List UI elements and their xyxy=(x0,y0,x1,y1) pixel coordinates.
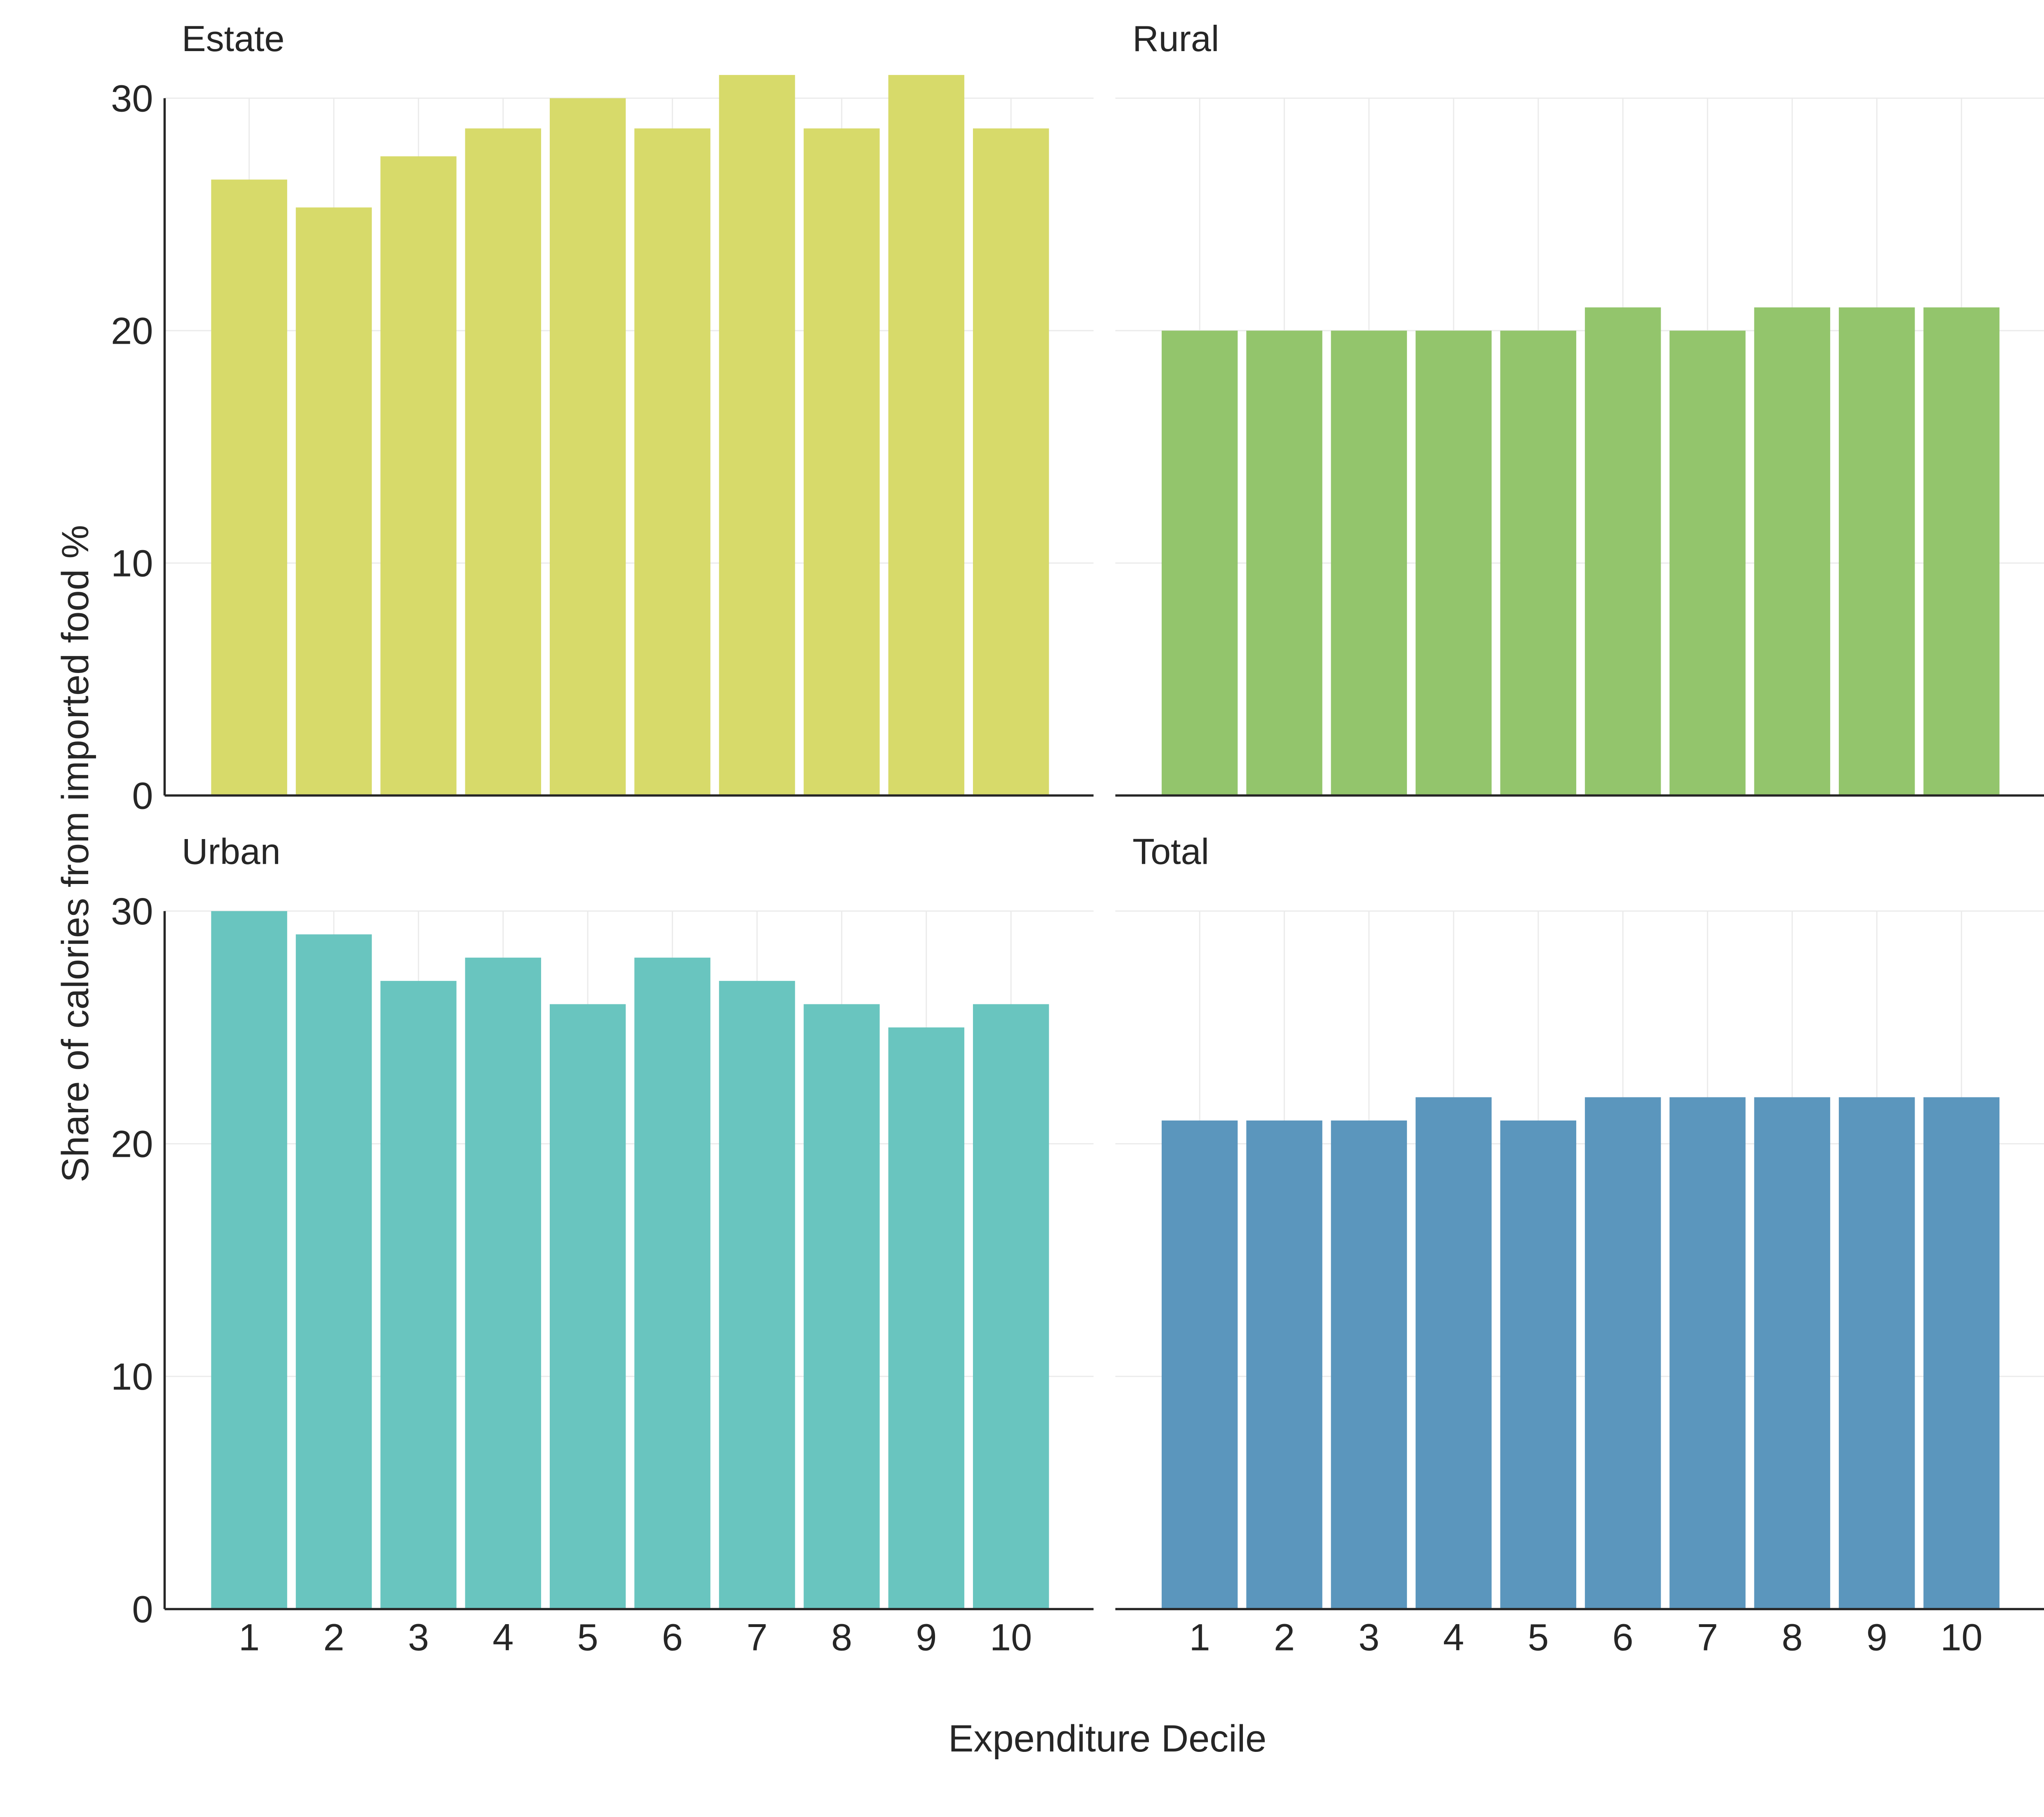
svg-text:10: 10 xyxy=(111,1356,153,1398)
svg-text:5: 5 xyxy=(1528,1617,1549,1659)
svg-text:10: 10 xyxy=(1941,1617,1983,1659)
svg-text:8: 8 xyxy=(831,1617,852,1659)
svg-text:0: 0 xyxy=(132,775,153,817)
svg-text:7: 7 xyxy=(1697,1617,1718,1659)
svg-text:4: 4 xyxy=(492,1617,513,1659)
svg-text:1: 1 xyxy=(239,1617,260,1659)
svg-text:10: 10 xyxy=(111,542,153,584)
svg-text:30: 30 xyxy=(111,77,153,120)
svg-text:2: 2 xyxy=(1274,1617,1295,1659)
svg-text:10: 10 xyxy=(990,1617,1032,1659)
svg-text:3: 3 xyxy=(408,1617,429,1659)
svg-text:8: 8 xyxy=(1781,1617,1803,1659)
svg-text:20: 20 xyxy=(111,310,153,352)
svg-text:Total: Total xyxy=(1132,831,1209,872)
svg-text:Share of calories from importe: Share of calories from imported food % xyxy=(54,525,96,1182)
svg-text:9: 9 xyxy=(1866,1617,1887,1659)
svg-text:Expenditure Decile: Expenditure Decile xyxy=(948,1718,1266,1760)
svg-text:6: 6 xyxy=(662,1617,683,1659)
svg-text:Urban: Urban xyxy=(182,831,281,872)
svg-text:Estate: Estate xyxy=(182,18,284,59)
svg-text:6: 6 xyxy=(1613,1617,1634,1659)
svg-text:1: 1 xyxy=(1189,1617,1210,1659)
svg-text:5: 5 xyxy=(577,1617,598,1659)
svg-text:9: 9 xyxy=(916,1617,937,1659)
svg-text:20: 20 xyxy=(111,1123,153,1165)
svg-text:0: 0 xyxy=(132,1589,153,1631)
svg-text:30: 30 xyxy=(111,891,153,933)
svg-text:7: 7 xyxy=(746,1617,767,1659)
svg-text:4: 4 xyxy=(1443,1617,1464,1659)
svg-text:3: 3 xyxy=(1358,1617,1379,1659)
svg-text:Rural: Rural xyxy=(1132,18,1219,59)
svg-text:2: 2 xyxy=(323,1617,344,1659)
